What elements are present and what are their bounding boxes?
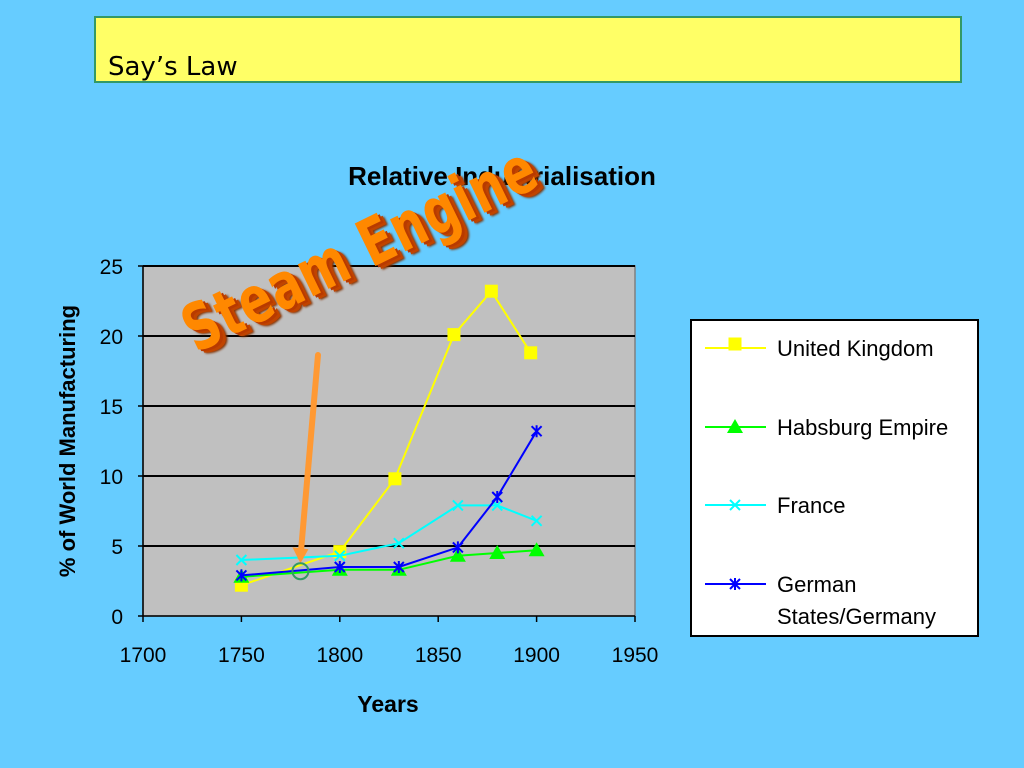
data-point (528, 542, 545, 557)
x-tick-label: 1800 (316, 644, 363, 667)
legend-label: United Kingdom (777, 336, 934, 361)
data-point (530, 515, 543, 527)
series-line (241, 504, 537, 561)
x-tick-label: 1750 (218, 644, 265, 667)
data-point (334, 561, 346, 573)
y-tick-label: 20 (100, 326, 123, 349)
annotation-circle (291, 562, 310, 581)
data-point (491, 491, 503, 503)
data-point (334, 550, 346, 562)
data-point (449, 547, 466, 562)
legend-marker (728, 337, 742, 351)
data-point (393, 537, 405, 549)
data-point (452, 541, 464, 554)
data-point (524, 346, 538, 360)
x-tick-label: 1950 (612, 644, 659, 667)
slide-title: Say’s Law (108, 52, 238, 82)
data-point (530, 425, 543, 438)
y-tick-label: 15 (100, 396, 123, 419)
data-point (484, 284, 498, 298)
series-line (241, 549, 537, 578)
x-tick-label: 1900 (513, 644, 560, 667)
y-tick-label: 10 (100, 466, 123, 489)
data-point (447, 328, 461, 342)
y-axis-label: % of World Manufacturing (55, 305, 80, 577)
y-tick-label: 5 (111, 536, 123, 559)
legend-marker (727, 419, 743, 433)
data-point (452, 499, 464, 512)
y-tick-label: 0 (111, 606, 123, 629)
x-tick-label: 1850 (415, 644, 462, 667)
data-point (235, 569, 248, 582)
plot-area (142, 265, 636, 617)
legend-marker (729, 578, 741, 590)
data-point (393, 561, 405, 573)
legend-label: Habsburg Empire (777, 415, 948, 440)
x-tick-label: 1700 (120, 644, 167, 667)
data-point (235, 554, 248, 566)
series-line (241, 430, 538, 577)
legend-label: States/Germany (777, 604, 936, 629)
annotation-arrowhead (292, 547, 309, 564)
data-point (489, 545, 506, 559)
annotation-arrow (297, 352, 321, 561)
legend-label: German (777, 572, 856, 597)
data-point (388, 472, 402, 486)
legend-label: France (777, 493, 845, 518)
slide-title-box: Say’s Law (94, 16, 962, 83)
legend-marker (729, 499, 741, 511)
x-axis-label: Years (357, 691, 418, 717)
chart-title: Relative Industrialisation (348, 161, 656, 191)
y-tick-label: 25 (100, 256, 123, 279)
